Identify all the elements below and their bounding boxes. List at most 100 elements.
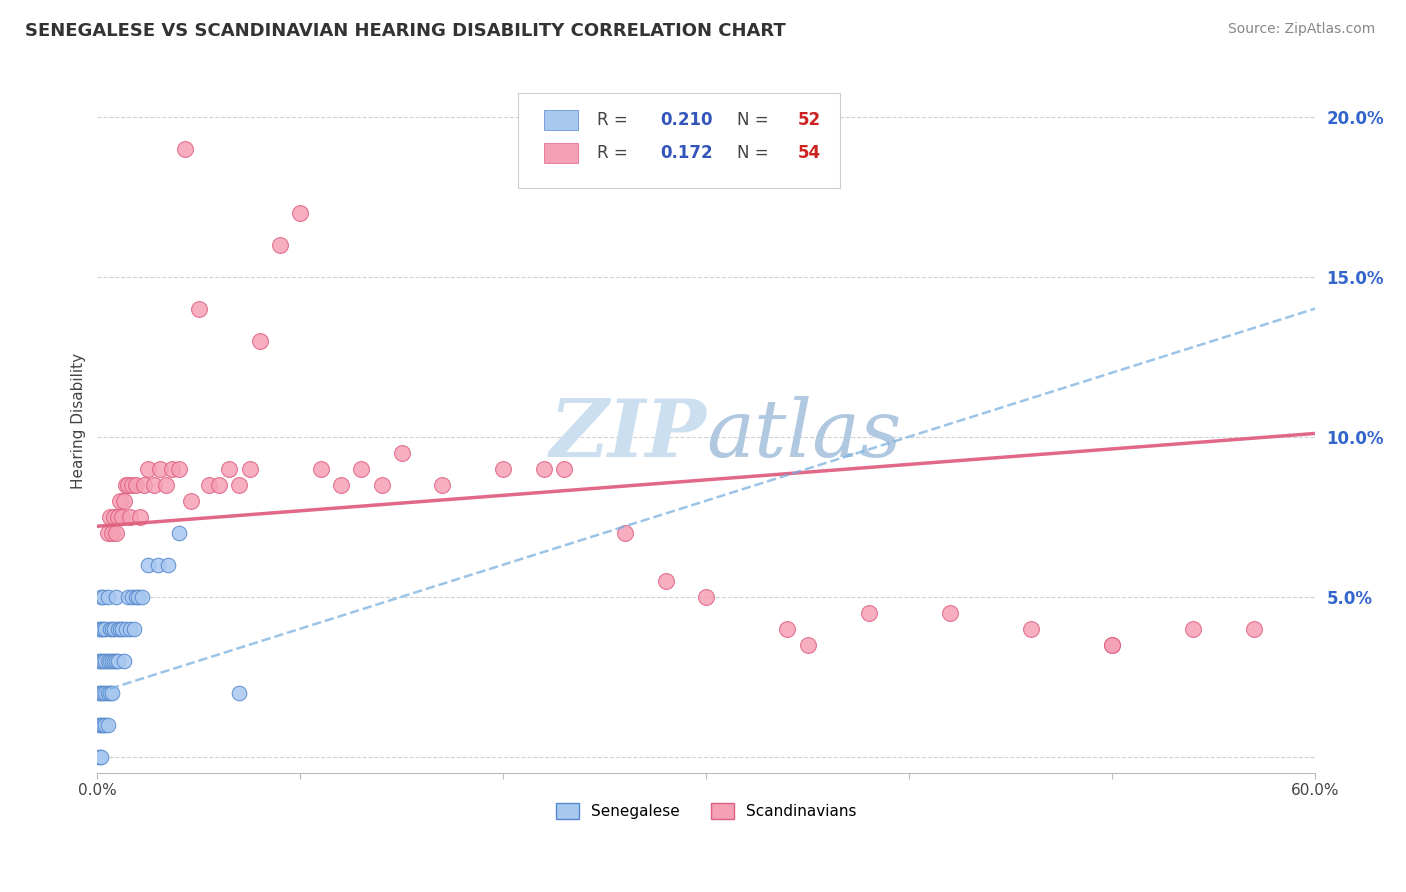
Point [162, 461, 184, 475]
Point [103, 622, 125, 636]
Point [939, 606, 962, 620]
Point [111, 622, 134, 636]
Point [167, 461, 190, 475]
Point [228, 686, 250, 700]
Point [96, 717, 118, 731]
Point [553, 461, 575, 475]
Text: Source: ZipAtlas.com: Source: ZipAtlas.com [1227, 22, 1375, 37]
Point [89, 686, 111, 700]
Point [121, 590, 143, 604]
Point [167, 525, 190, 540]
Point [1019, 622, 1042, 636]
Point [654, 574, 676, 588]
Point [94, 686, 117, 700]
Point [93, 590, 115, 604]
Point [249, 334, 271, 348]
Text: R =: R = [596, 111, 633, 129]
Point [148, 558, 170, 572]
Point [90, 717, 112, 731]
Point [117, 590, 139, 604]
Point [136, 558, 159, 572]
Point [94, 717, 117, 731]
Point [98, 686, 121, 700]
Point [350, 461, 373, 475]
Point [100, 622, 122, 636]
Point [94, 654, 117, 668]
Point [107, 622, 129, 636]
Text: N =: N = [737, 111, 773, 129]
Text: 54: 54 [797, 144, 821, 162]
Point [180, 493, 202, 508]
Point [90, 622, 112, 636]
Point [269, 237, 291, 252]
Point [1182, 622, 1205, 636]
Point [187, 301, 209, 316]
Point [173, 142, 195, 156]
Point [98, 654, 121, 668]
Point [208, 477, 231, 491]
Point [125, 477, 148, 491]
Point [797, 638, 820, 652]
Point [136, 461, 159, 475]
Point [149, 461, 172, 475]
Text: ZIP: ZIP [550, 396, 706, 474]
Point [218, 461, 240, 475]
Point [98, 622, 121, 636]
FancyBboxPatch shape [517, 93, 841, 188]
Point [239, 461, 262, 475]
Point [125, 590, 148, 604]
Point [114, 622, 136, 636]
Point [104, 590, 127, 604]
Point [93, 654, 115, 668]
FancyBboxPatch shape [544, 110, 578, 130]
Point [100, 654, 122, 668]
Point [112, 493, 135, 508]
Point [228, 477, 250, 491]
Point [121, 477, 143, 491]
Point [309, 461, 332, 475]
Point [776, 622, 799, 636]
Point [1101, 638, 1123, 652]
Point [1101, 638, 1123, 652]
Point [391, 445, 413, 459]
Point [112, 654, 135, 668]
Point [614, 525, 637, 540]
Point [143, 477, 166, 491]
Point [1243, 622, 1265, 636]
Point [104, 654, 127, 668]
Point [118, 622, 141, 636]
Point [89, 654, 111, 668]
Point [432, 477, 454, 491]
Point [93, 686, 115, 700]
Point [89, 749, 111, 764]
Text: 52: 52 [797, 111, 821, 129]
Point [93, 717, 115, 731]
Point [492, 461, 515, 475]
Point [103, 509, 125, 524]
Point [90, 686, 112, 700]
Point [108, 493, 131, 508]
Point [533, 461, 555, 475]
Point [132, 477, 155, 491]
Point [96, 525, 118, 540]
Point [100, 525, 122, 540]
Point [94, 622, 117, 636]
Text: 0.210: 0.210 [659, 111, 713, 129]
Text: 0.172: 0.172 [659, 144, 713, 162]
Text: N =: N = [737, 144, 773, 162]
Point [858, 606, 880, 620]
Point [89, 717, 111, 731]
Point [89, 622, 111, 636]
FancyBboxPatch shape [544, 144, 578, 163]
Point [90, 590, 112, 604]
Point [107, 654, 129, 668]
Point [155, 477, 177, 491]
Point [329, 477, 352, 491]
Point [104, 525, 127, 540]
Point [107, 509, 129, 524]
Point [117, 477, 139, 491]
Point [108, 622, 131, 636]
Point [198, 477, 221, 491]
Legend: Senegalese, Scandinavians: Senegalese, Scandinavians [550, 797, 862, 825]
Text: R =: R = [596, 144, 633, 162]
